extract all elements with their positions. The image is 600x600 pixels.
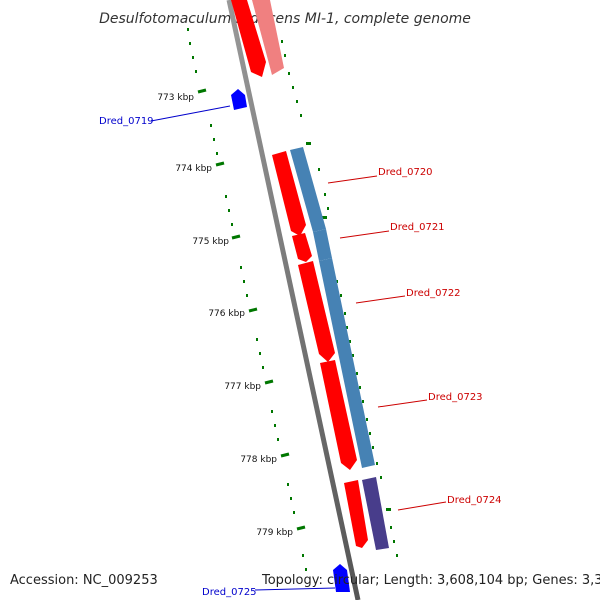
label-leaders (150, 105, 447, 591)
ruler-dots-inner (187, 28, 307, 571)
gene-label-dred-0723[interactable]: Dred_0723 (428, 392, 483, 403)
cds-forward-top[interactable] (231, 0, 266, 77)
ruler-tick-label: 779 kbp (256, 528, 293, 538)
accession-text: Accession: NC_009253 (10, 573, 158, 588)
ruler-tick-label: 778 kbp (240, 455, 277, 465)
cds-dred-0723[interactable] (320, 360, 357, 470)
cog-dred-0720[interactable] (290, 147, 326, 232)
ruler-tick-label: 774 kbp (175, 164, 212, 174)
ruler-tick-label: 777 kbp (224, 382, 261, 392)
gene-label-dred-0719[interactable]: Dred_0719 (99, 116, 154, 127)
gene-label-dred-0721[interactable]: Dred_0721 (390, 222, 445, 233)
gene-label-dred-0725[interactable]: Dred_0725 (202, 587, 257, 598)
cds-dred-0722[interactable] (298, 261, 335, 362)
cds-dred-0724[interactable] (344, 480, 368, 548)
ruler-tick-label: 775 kbp (192, 237, 229, 247)
outer-track-ticks (281, 40, 398, 557)
gene-label-dred-0720[interactable]: Dred_0720 (378, 167, 433, 178)
map-title: Desulfotomaculum reducens MI-1, complete… (99, 11, 471, 27)
cds-dred-0721[interactable] (292, 233, 312, 262)
cds-dred-0720[interactable] (272, 151, 306, 236)
cog-dred-0724[interactable] (362, 477, 389, 550)
cds-reverse-dred-0719[interactable] (231, 89, 247, 110)
cog-dred-0722-0723[interactable] (319, 258, 375, 468)
ruler-labels: 773 kbp 774 kbp 775 kbp 776 kbp 777 kbp … (157, 93, 293, 538)
ruler-tick-label: 776 kbp (208, 309, 245, 319)
cds-reverse-dred-0725[interactable] (333, 564, 350, 592)
topology-text: Topology: circular; Length: 3,608,104 bp… (262, 573, 600, 588)
genome-backbone (226, 0, 361, 600)
ruler-tick-label: 773 kbp (157, 93, 194, 103)
gene-label-dred-0722[interactable]: Dred_0722 (406, 288, 461, 299)
gene-label-dred-0724[interactable]: Dred_0724 (447, 495, 502, 506)
cog-dred-0721[interactable] (313, 229, 332, 261)
cog-feature-top[interactable] (252, 0, 284, 75)
ruler-major-ticks (197, 88, 306, 531)
